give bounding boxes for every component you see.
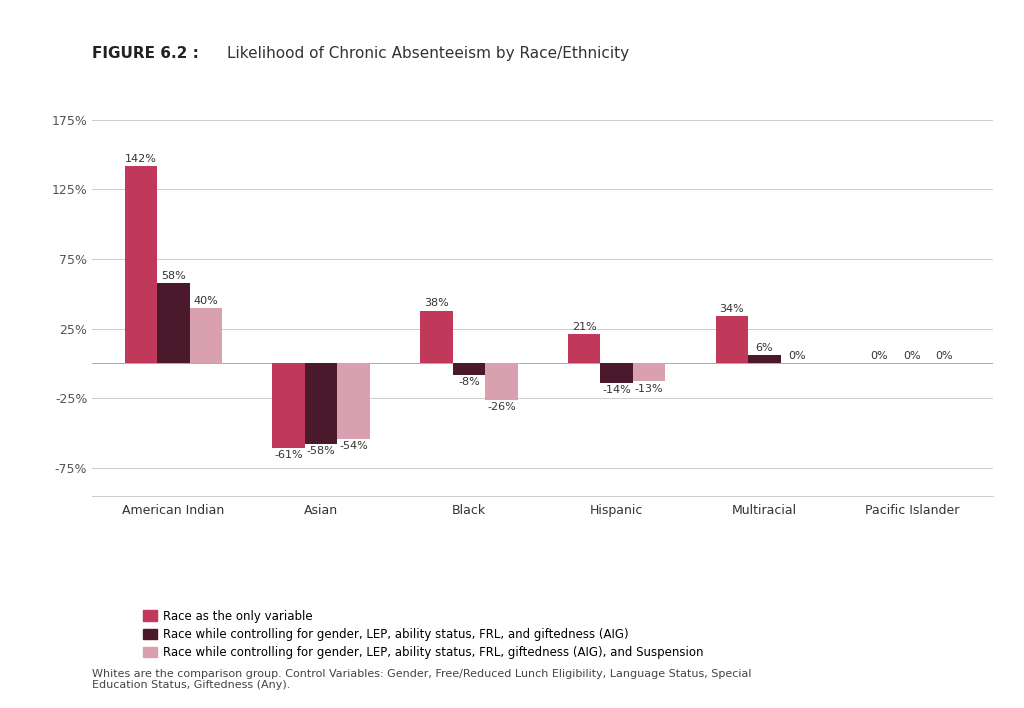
Text: -54%: -54%	[339, 440, 368, 450]
Text: -26%: -26%	[487, 401, 516, 411]
Text: 40%: 40%	[194, 296, 218, 306]
Bar	[420, 311, 453, 363]
Bar	[157, 282, 189, 363]
Bar	[337, 363, 370, 438]
Bar	[633, 363, 666, 382]
Text: -13%: -13%	[635, 384, 664, 394]
Bar	[272, 363, 305, 448]
Bar	[125, 166, 157, 363]
Bar	[305, 363, 337, 444]
Text: 0%: 0%	[788, 351, 806, 361]
Text: FIGURE 6.2 :: FIGURE 6.2 :	[92, 46, 204, 61]
Text: 58%: 58%	[161, 270, 185, 280]
Text: 0%: 0%	[936, 351, 953, 361]
Bar	[749, 355, 780, 363]
Text: -61%: -61%	[274, 450, 303, 460]
Bar	[189, 308, 222, 363]
Text: -58%: -58%	[307, 446, 336, 456]
Text: 21%: 21%	[571, 322, 596, 332]
Text: -14%: -14%	[602, 385, 631, 395]
Text: 6%: 6%	[756, 343, 773, 353]
Text: 34%: 34%	[720, 304, 744, 314]
Legend: Race as the only variable, Race while controlling for gender, LEP, ability statu: Race as the only variable, Race while co…	[143, 610, 703, 659]
Bar	[453, 363, 485, 375]
Text: 142%: 142%	[125, 154, 157, 164]
Text: Likelihood of Chronic Absenteeism by Race/Ethnicity: Likelihood of Chronic Absenteeism by Rac…	[227, 46, 630, 61]
Text: 38%: 38%	[424, 299, 449, 309]
Text: 0%: 0%	[903, 351, 921, 361]
Text: 0%: 0%	[870, 351, 889, 361]
Bar	[716, 316, 749, 363]
Bar	[485, 363, 517, 399]
Bar	[600, 363, 633, 383]
Text: -8%: -8%	[458, 377, 479, 387]
Text: Whites are the comparison group. Control Variables: Gender, Free/Reduced Lunch E: Whites are the comparison group. Control…	[92, 668, 752, 690]
Bar	[568, 334, 600, 363]
